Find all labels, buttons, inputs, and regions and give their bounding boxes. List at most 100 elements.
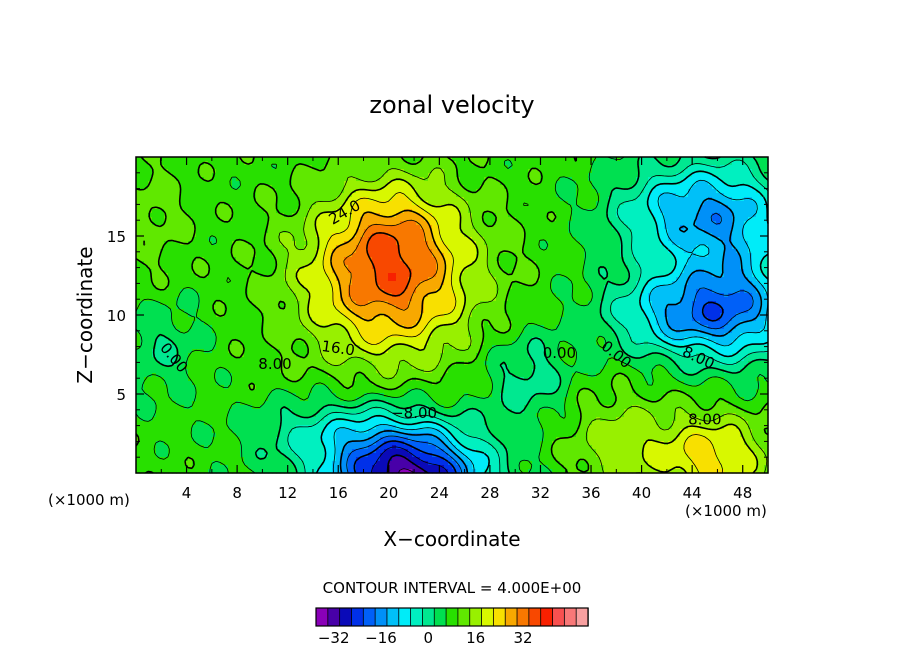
field-cell — [356, 229, 361, 234]
field-cell — [488, 245, 493, 250]
field-cell — [384, 221, 389, 226]
field-cell — [432, 201, 437, 206]
field-cell — [704, 177, 709, 182]
field-cell — [268, 169, 273, 174]
field-cell — [228, 221, 233, 226]
field-cell — [528, 261, 533, 266]
field-cell — [668, 225, 673, 230]
field-cell — [500, 197, 505, 202]
field-cell — [720, 233, 725, 238]
field-cell — [180, 161, 185, 166]
field-cell — [488, 241, 493, 246]
field-cell — [236, 157, 241, 162]
field-cell — [208, 241, 213, 246]
field-cell — [296, 241, 301, 246]
field-cell — [452, 233, 457, 238]
field-cell — [644, 169, 649, 174]
field-cell — [344, 173, 349, 178]
field-cell — [712, 169, 717, 174]
field-cell — [292, 253, 297, 258]
field-cell — [196, 233, 201, 238]
field-cell — [448, 201, 453, 206]
field-cell — [744, 273, 749, 278]
field-cell — [252, 201, 257, 206]
field-cell — [412, 181, 417, 186]
field-cell — [576, 221, 581, 226]
field-cell — [756, 221, 761, 226]
field-cell — [540, 229, 545, 234]
field-cell — [412, 213, 417, 218]
field-cell — [332, 277, 337, 282]
field-cell — [744, 213, 749, 218]
field-cell — [484, 253, 489, 258]
field-cell — [732, 173, 737, 178]
field-cell — [492, 265, 497, 270]
field-cell — [224, 169, 229, 174]
field-cell — [736, 273, 741, 278]
field-cell — [384, 169, 389, 174]
field-cell — [528, 173, 533, 178]
field-cell — [376, 161, 381, 166]
field-cell — [288, 261, 293, 266]
field-cell — [208, 269, 213, 274]
field-cell — [584, 209, 589, 214]
field-cell — [308, 237, 313, 242]
field-cell — [676, 201, 681, 206]
field-cell — [740, 245, 745, 250]
field-cell — [580, 185, 585, 190]
field-cell — [620, 193, 625, 198]
field-cell — [640, 233, 645, 238]
field-cell — [552, 261, 557, 266]
field-cell — [708, 213, 713, 218]
field-cell — [472, 281, 477, 286]
field-cell — [592, 249, 597, 254]
field-cell — [460, 173, 465, 178]
field-cell — [440, 241, 445, 246]
field-cell — [416, 201, 421, 206]
field-cell — [276, 169, 281, 174]
field-cell — [572, 209, 577, 214]
field-cell — [232, 237, 237, 242]
field-cell — [504, 277, 509, 282]
field-cell — [384, 201, 389, 206]
field-cell — [208, 181, 213, 186]
field-cell — [376, 269, 381, 274]
field-cell — [756, 201, 761, 206]
field-cell — [200, 181, 205, 186]
field-cell — [528, 253, 533, 258]
field-cell — [312, 169, 317, 174]
field-cell — [468, 193, 473, 198]
field-cell — [396, 165, 401, 170]
field-cell — [480, 253, 485, 258]
field-cell — [348, 229, 353, 234]
field-cell — [232, 177, 237, 182]
field-cell — [716, 201, 721, 206]
field-cell — [216, 209, 221, 214]
field-cell — [616, 185, 621, 190]
field-cell — [460, 273, 465, 278]
field-cell — [288, 185, 293, 190]
field-cell — [364, 233, 369, 238]
field-cell — [388, 161, 393, 166]
field-cell — [732, 169, 737, 174]
field-cell — [428, 217, 433, 222]
field-cell — [480, 169, 485, 174]
field-cell — [228, 173, 233, 178]
field-cell — [256, 225, 261, 230]
field-cell — [596, 161, 601, 166]
field-cell — [592, 221, 597, 226]
field-cell — [404, 169, 409, 174]
field-cell — [748, 241, 753, 246]
field-cell — [220, 277, 225, 282]
field-cell — [704, 233, 709, 238]
field-cell — [432, 229, 437, 234]
field-cell — [312, 237, 317, 242]
field-cell — [504, 173, 509, 178]
field-cell — [696, 189, 701, 194]
field-cell — [368, 277, 373, 282]
field-cell — [516, 225, 521, 230]
field-cell — [412, 173, 417, 178]
field-cell — [212, 241, 217, 246]
field-cell — [268, 161, 273, 166]
field-cell — [220, 165, 225, 170]
